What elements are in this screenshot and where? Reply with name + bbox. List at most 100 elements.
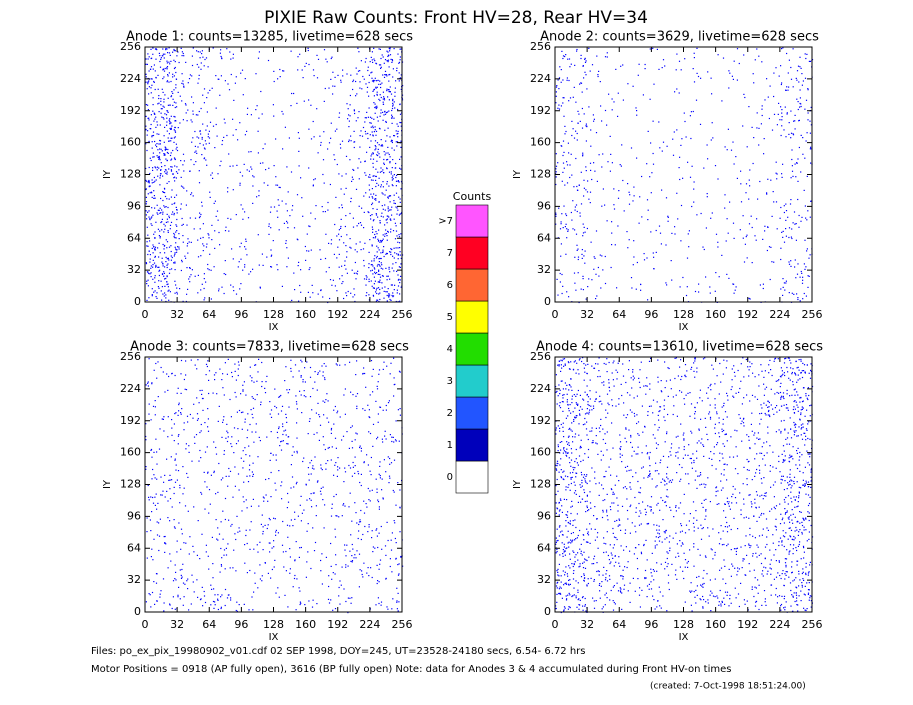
count-dot [742, 215, 744, 217]
count-dot [182, 466, 184, 468]
count-dot [639, 369, 641, 371]
count-dot [373, 131, 375, 133]
count-dot [381, 287, 383, 289]
count-dot [629, 394, 631, 396]
count-dot [558, 535, 560, 537]
count-dot [380, 184, 382, 186]
count-dot [261, 580, 263, 582]
count-dot [582, 223, 584, 225]
count-dot [302, 381, 304, 383]
count-dot [224, 260, 226, 262]
count-dot [384, 110, 386, 112]
count-dot [588, 198, 590, 200]
y-tick-label: 192 [120, 414, 141, 427]
count-dot [371, 77, 373, 79]
count-dot [309, 498, 311, 500]
count-dot [170, 255, 172, 257]
count-dot [347, 565, 349, 567]
count-dot [302, 77, 304, 79]
count-dot [563, 151, 565, 153]
count-dot [308, 128, 310, 130]
count-dot [746, 234, 748, 236]
count-dot [175, 571, 177, 573]
count-dot [623, 210, 625, 212]
count-dot [323, 100, 325, 102]
y-tick-label: 96 [127, 199, 141, 212]
count-dot [153, 246, 155, 248]
count-dot [377, 499, 379, 501]
count-dot [322, 499, 324, 501]
count-dot [581, 597, 584, 599]
count-dot [275, 592, 277, 594]
count-dot [392, 296, 394, 298]
count-dot [646, 163, 648, 165]
count-dot [235, 443, 238, 445]
count-dot [625, 427, 627, 429]
count-dot [166, 130, 168, 132]
count-dot [385, 404, 387, 407]
count-dot [305, 62, 307, 64]
count-dot [637, 453, 639, 455]
count-dot [183, 596, 185, 598]
count-dot [170, 95, 173, 97]
count-dot [380, 145, 382, 147]
count-dot [306, 233, 308, 235]
count-dot [267, 524, 269, 526]
count-dot [351, 440, 353, 442]
count-dot [315, 412, 317, 414]
count-dot [355, 278, 357, 280]
count-dot [237, 473, 240, 475]
count-dot [565, 223, 567, 225]
count-dot [196, 419, 199, 421]
count-dot [346, 256, 348, 258]
count-dot [278, 427, 280, 430]
count-dot [166, 160, 168, 162]
count-dot [321, 553, 323, 555]
count-dot [558, 77, 561, 79]
count-dot [399, 282, 401, 284]
count-dot [304, 65, 306, 67]
count-dot [568, 435, 570, 437]
count-dot [167, 389, 169, 391]
count-dot [162, 213, 164, 215]
count-dot [574, 64, 576, 66]
count-dot [803, 263, 805, 265]
count-dot [150, 223, 152, 225]
count-dot [152, 47, 154, 49]
count-dot [269, 413, 271, 415]
count-dot [595, 132, 598, 134]
count-dot [178, 238, 180, 240]
count-dot [157, 361, 159, 363]
count-dot [296, 437, 298, 439]
count-dot [390, 539, 392, 541]
count-dot [613, 208, 616, 210]
count-dot [369, 500, 371, 502]
count-dot [190, 359, 192, 361]
count-dot [376, 142, 379, 144]
count-dot [359, 519, 361, 521]
count-dot [397, 610, 399, 612]
count-dot [157, 228, 159, 230]
count-dot [573, 272, 576, 274]
count-dot [578, 434, 580, 436]
count-dot [169, 488, 171, 490]
count-dot [717, 178, 719, 180]
count-dot [399, 59, 401, 61]
count-dot [256, 380, 258, 382]
count-dot [568, 152, 570, 154]
y-tick-label: 256 [120, 350, 141, 363]
count-dot [568, 584, 570, 586]
count-dot [225, 437, 227, 439]
x-tick-label: 192 [327, 308, 348, 321]
count-dot [286, 524, 289, 526]
count-dot [193, 163, 195, 166]
count-dot [395, 440, 397, 442]
count-dot [367, 567, 369, 569]
count-dot [664, 65, 666, 67]
count-dot [555, 429, 557, 431]
count-dot [591, 64, 594, 66]
count-dot [606, 597, 608, 599]
count-dot [339, 467, 341, 469]
count-dot [176, 209, 178, 211]
y-tick-label: 32 [127, 263, 141, 276]
